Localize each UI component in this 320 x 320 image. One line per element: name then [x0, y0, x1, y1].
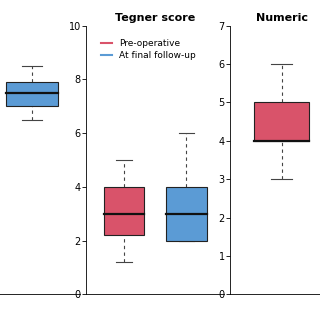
Bar — [166, 187, 207, 241]
Bar — [6, 82, 58, 106]
Title: Numeric: Numeric — [256, 13, 308, 23]
Legend: Pre-operative, At final follow-up: Pre-operative, At final follow-up — [98, 36, 200, 63]
Bar — [254, 102, 309, 141]
Bar — [104, 187, 144, 235]
Title: Tegner score: Tegner score — [115, 13, 195, 23]
